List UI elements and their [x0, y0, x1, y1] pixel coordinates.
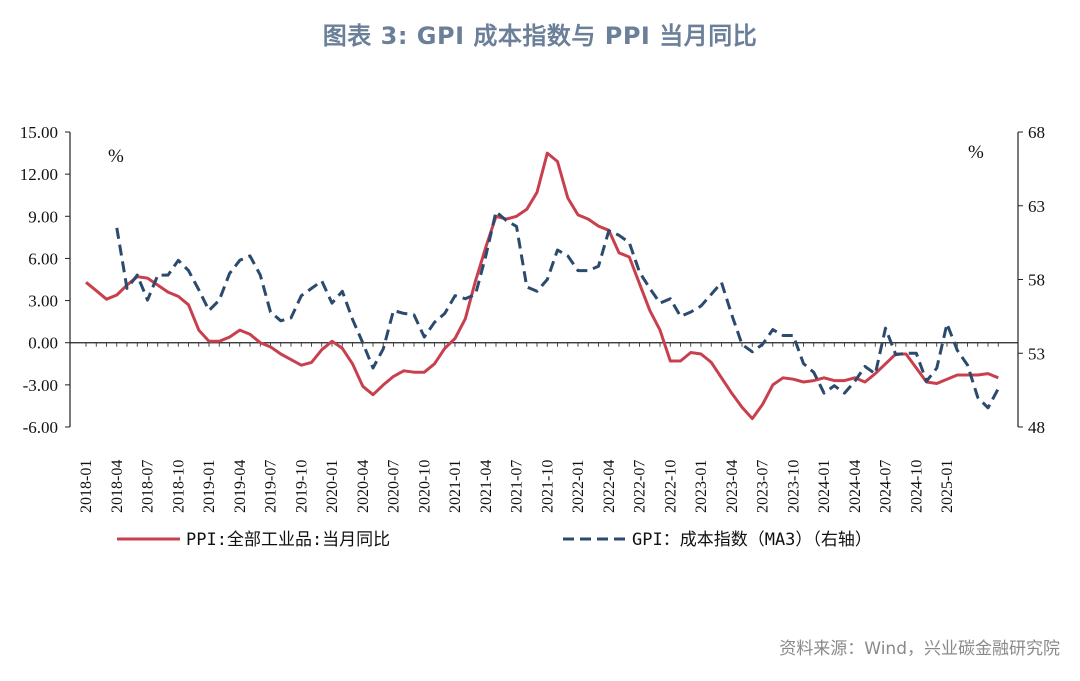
- right-unit-label: %: [968, 142, 984, 163]
- x-tick-label: 2022-10: [662, 460, 679, 513]
- x-tick-label: 2021-01: [447, 460, 464, 513]
- left-tick-label: 3.00: [28, 292, 58, 311]
- x-tick-label: 2022-07: [632, 460, 649, 513]
- x-tick-label: 2019-10: [293, 460, 310, 513]
- x-tick-label: 2024-04: [847, 460, 864, 513]
- x-tick-label: 2024-01: [816, 460, 833, 513]
- x-tick-label: 2024-07: [878, 460, 895, 513]
- right-tick-label: 58: [1028, 271, 1045, 290]
- chart-series: [85, 151, 1000, 421]
- left-tick-label: 12.00: [20, 165, 58, 184]
- x-tick-label: 2023-04: [724, 460, 741, 513]
- x-tick-label: 2021-07: [509, 460, 526, 513]
- left-tick-label: 9.00: [28, 207, 58, 226]
- gpi-series-line: [115, 210, 1000, 410]
- right-tick-label: 68: [1028, 123, 1045, 142]
- left-tick-label: 0.00: [28, 334, 58, 353]
- x-tick-label: 2019-01: [201, 460, 218, 513]
- right-tick-label: 53: [1028, 344, 1045, 363]
- x-tick-label: 2018-10: [170, 460, 187, 513]
- x-tick-label: 2019-04: [232, 460, 249, 513]
- x-tick-label: 2023-07: [755, 460, 772, 513]
- x-tick-label: 2021-10: [539, 460, 556, 513]
- chart-legend: PPI:全部工业品:当月同比 GPI：成本指数（MA3）（右轴）: [117, 530, 872, 550]
- left-tick-label: -6.00: [23, 418, 58, 437]
- x-tick-label: 2022-04: [601, 460, 618, 513]
- left-tick-label: -3.00: [23, 376, 58, 395]
- source-note: 资料来源：Wind，兴业碳金融研究院: [779, 639, 1060, 659]
- gpi-legend-label: GPI：成本指数（MA3）（右轴）: [632, 530, 872, 550]
- x-tick-label: 2022-01: [570, 460, 587, 513]
- x-tick-label: 2023-10: [785, 460, 802, 513]
- right-tick-label: 48: [1028, 418, 1045, 437]
- chart-title: 图表 3: GPI 成本指数与 PPI 当月同比: [322, 22, 758, 50]
- x-tick-label: 2021-04: [478, 460, 495, 513]
- x-tick-label: 2020-07: [386, 460, 403, 513]
- ppi-legend-label: PPI:全部工业品:当月同比: [186, 530, 390, 550]
- x-tick-label: 2020-10: [416, 460, 433, 513]
- left-unit-label: %: [108, 146, 124, 167]
- x-tick-label: 2020-04: [355, 460, 372, 513]
- chart-axes: 15.00 12.00 9.00 6.00 3.00 0.00 -3.00 -6.00 68 63…: [20, 123, 1045, 513]
- left-tick-label: 6.00: [28, 249, 58, 268]
- x-tick-label: 2024-10: [908, 460, 925, 513]
- x-tick-label: 2023-01: [693, 460, 710, 513]
- left-tick-label: 15.00: [20, 123, 58, 142]
- ppi-series-line: [85, 151, 999, 421]
- x-tick-label: 2018-07: [140, 460, 157, 513]
- x-tick-label: 2018-04: [109, 460, 126, 513]
- x-tick-label: 2025-01: [939, 460, 956, 513]
- x-tick-label: 2020-01: [324, 460, 341, 513]
- x-tick-label: 2018-01: [78, 460, 95, 513]
- x-tick-label: 2019-07: [263, 460, 280, 513]
- right-tick-label: 63: [1028, 197, 1045, 216]
